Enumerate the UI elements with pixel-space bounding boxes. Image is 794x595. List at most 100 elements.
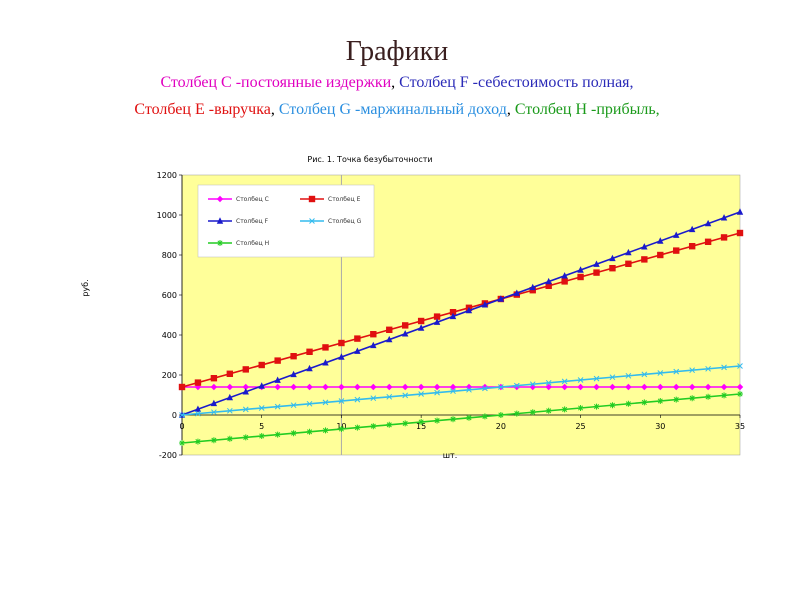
data-point	[226, 383, 234, 391]
data-point	[529, 383, 536, 391]
y-tick-label: 800	[162, 251, 177, 260]
data-point	[529, 283, 536, 291]
data-point	[274, 431, 281, 438]
series-столбец-c	[178, 383, 744, 391]
data-point	[306, 348, 313, 355]
data-point	[513, 289, 520, 296]
y-tick-label: 200	[162, 371, 177, 380]
data-point	[705, 365, 711, 372]
data-point	[513, 382, 520, 389]
data-point	[641, 243, 648, 250]
y-tick-label: 1200	[157, 171, 177, 180]
data-point	[258, 405, 265, 411]
data-point	[402, 420, 409, 427]
data-point	[274, 403, 281, 410]
data-point	[704, 238, 712, 245]
data-point	[354, 347, 361, 354]
data-point	[274, 357, 281, 364]
data-point	[322, 344, 329, 351]
data-point	[258, 382, 265, 389]
data-point	[720, 383, 728, 391]
data-point	[673, 368, 680, 375]
series-столбец-f	[178, 208, 744, 418]
data-point	[338, 398, 345, 404]
data-point	[545, 379, 552, 386]
data-point	[577, 266, 584, 273]
data-point	[433, 313, 441, 320]
data-point	[736, 208, 744, 215]
data-point	[561, 406, 568, 413]
data-point	[497, 295, 505, 302]
data-point	[216, 217, 224, 224]
data-point	[529, 287, 536, 294]
data-point	[370, 341, 377, 349]
data-point	[386, 393, 393, 400]
data-point	[497, 412, 504, 418]
x-tick-label: 25	[575, 422, 585, 431]
data-point	[354, 383, 361, 391]
data-point	[721, 392, 728, 399]
data-point	[274, 383, 281, 391]
subtitle-segment: ,	[506, 101, 515, 118]
data-point	[673, 231, 680, 238]
data-point	[226, 393, 234, 401]
data-point	[513, 410, 520, 417]
data-point	[417, 317, 425, 325]
data-point	[577, 405, 584, 411]
data-point	[657, 251, 664, 259]
data-point	[179, 412, 185, 418]
data-point	[258, 361, 265, 369]
subtitle-segment: Столбец E -выручка	[134, 101, 271, 118]
slide-title: Графики	[345, 36, 449, 67]
data-point	[545, 277, 552, 285]
data-point	[210, 399, 218, 407]
data-point	[529, 381, 536, 388]
data-point	[545, 282, 552, 289]
data-point	[561, 383, 568, 391]
data-point	[449, 312, 457, 320]
data-point	[450, 388, 456, 395]
data-point	[673, 247, 680, 254]
data-point	[178, 383, 186, 391]
data-point	[370, 395, 377, 402]
data-point	[498, 384, 504, 390]
data-point	[433, 318, 441, 325]
data-point	[625, 372, 632, 379]
data-point	[673, 396, 680, 403]
data-point	[194, 405, 202, 412]
data-point	[466, 386, 472, 393]
data-point	[577, 273, 584, 281]
data-point	[418, 391, 424, 397]
data-point	[434, 389, 440, 396]
data-point	[354, 335, 361, 342]
y-tick-label: 400	[162, 331, 177, 340]
data-point	[417, 324, 425, 331]
data-point	[226, 370, 234, 377]
legend-label: Столбец F	[236, 218, 269, 225]
x-tick-label: 20	[496, 422, 506, 431]
legend-entry: Столбец H	[208, 240, 269, 247]
legend-entry: Столбец G	[300, 218, 362, 225]
subtitle-segment: Столбец G -маржинальный доход	[278, 101, 507, 118]
data-point	[465, 414, 472, 421]
data-point	[481, 413, 488, 420]
data-point	[370, 423, 377, 430]
data-point	[449, 383, 457, 391]
data-point	[290, 353, 297, 360]
data-point	[720, 234, 728, 241]
data-point	[354, 396, 361, 403]
subtitle-segment: ,	[270, 101, 279, 118]
data-point	[433, 383, 441, 391]
data-point	[354, 424, 361, 431]
data-point	[641, 371, 648, 378]
subtitle-segment: ,	[391, 74, 400, 91]
data-point	[386, 335, 393, 343]
subtitle-segment: Столбец C -постоянные издержки	[160, 74, 392, 91]
legend-entry: Столбец E	[300, 195, 361, 203]
chart-title: Рис. 1. Точка безубыточности	[307, 155, 432, 164]
subtitle-segment: Столбец H -прибыль,	[514, 101, 660, 118]
data-point	[593, 383, 600, 391]
data-point	[290, 430, 297, 437]
legend-label: Столбец G	[328, 218, 362, 225]
data-point	[688, 243, 696, 250]
